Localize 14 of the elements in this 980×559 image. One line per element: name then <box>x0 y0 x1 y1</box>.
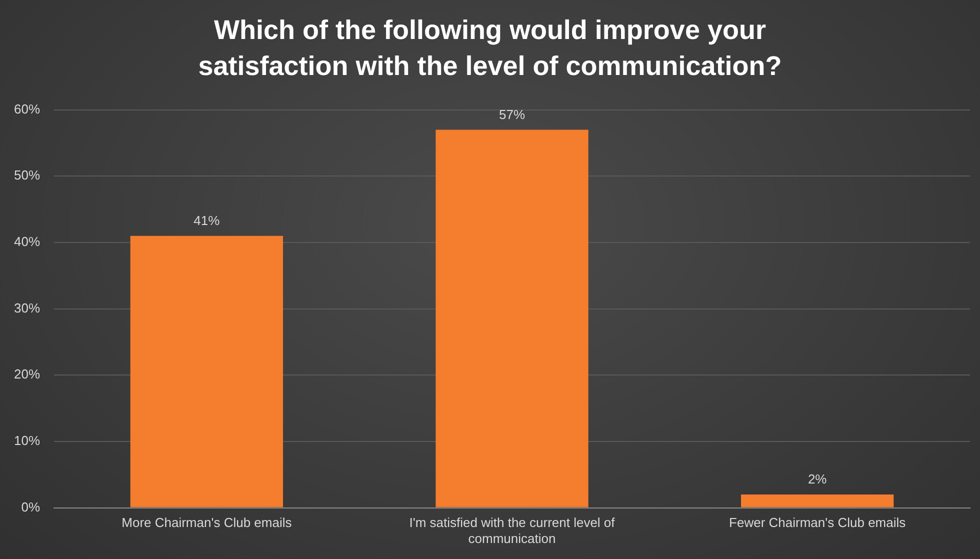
data-label: 41% <box>194 212 220 228</box>
y-tick-label: 20% <box>14 366 40 382</box>
y-tick-label: 60% <box>14 101 40 116</box>
y-tick-label: 50% <box>14 168 40 183</box>
y-tick-label: 10% <box>14 433 40 448</box>
y-tick-label: 40% <box>14 234 40 250</box>
x-tick-label: I'm satisfied with the current level of communication <box>409 515 616 546</box>
data-label: 57% <box>498 106 526 122</box>
x-tick-label: Fewer Chairman's Club emails <box>729 515 906 530</box>
y-tick-label: 30% <box>14 300 40 316</box>
x-tick-label: More Chairman's Club emails <box>122 515 292 530</box>
chart-title: Which of the following would improve your satisfaction with the level of communication? <box>197 14 783 83</box>
y-tick-label: 0% <box>21 499 40 514</box>
data-label: 2% <box>808 472 828 487</box>
